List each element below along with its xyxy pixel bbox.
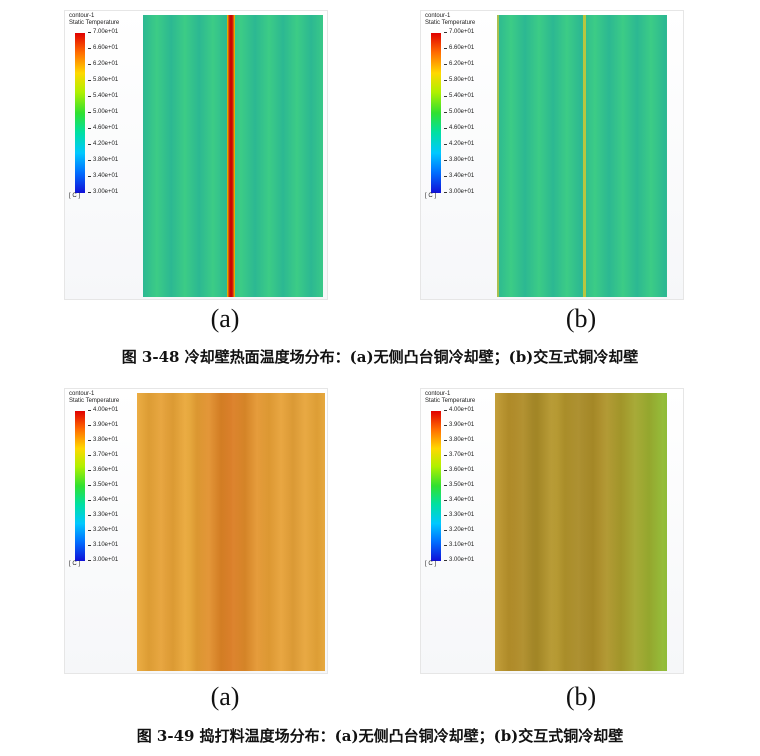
fig48-label-b: (b)	[565, 304, 597, 333]
colorbar-tick-label: 4.00e+01	[87, 407, 119, 413]
temperature-field	[143, 15, 323, 297]
legend-title: contour-1	[69, 391, 95, 397]
colorbar-tick-label: 3.60e+01	[87, 467, 119, 473]
stripe-overlay	[495, 393, 667, 671]
legend-title: contour-1	[425, 391, 451, 397]
colorbar-tick-label: 3.10e+01	[443, 542, 475, 548]
fig49-label-a: (a)	[210, 682, 240, 711]
colorbar-tick-label: 3.00e+01	[443, 557, 475, 563]
colorbar-legend: contour-1 Static Temperature	[69, 13, 119, 27]
colorbar-tick-label: 7.00e+01	[87, 29, 119, 35]
unit-label: [ C ]	[69, 193, 81, 199]
colorbar-tick-label: 6.60e+01	[443, 45, 475, 51]
colorbar-tick-label: 3.70e+01	[443, 452, 475, 458]
temperature-field	[137, 393, 325, 671]
fig49-caption: 图 3-49 捣打料温度场分布：(a)无侧凸台铜冷却壁；(b)交互式铜冷却壁	[136, 727, 624, 745]
fig48-panel-b: contour-1 Static Temperature 7.00e+01 6.6…	[420, 10, 684, 300]
colorbar-tick-label: 4.20e+01	[87, 141, 119, 147]
colorbar-tick-label: 3.40e+01	[443, 497, 475, 503]
colorbar-tick-label: 3.60e+01	[443, 467, 475, 473]
fig48-label-a: (a)	[210, 304, 240, 333]
colorbar-tick-label: 4.60e+01	[87, 125, 119, 131]
unit-label: [ C ]	[425, 561, 437, 567]
colorbar-tick-label: 4.20e+01	[443, 141, 475, 147]
edge-line-left	[497, 15, 499, 297]
legend-title: contour-1	[425, 13, 451, 19]
unit-label: [ C ]	[69, 561, 81, 567]
colorbar-tick-label: 5.00e+01	[87, 109, 119, 115]
colorbar-tick-label: 3.90e+01	[87, 422, 119, 428]
colorbar-tick-label: 6.20e+01	[443, 61, 475, 67]
colorbar-legend: contour-1 Static Temperature	[425, 13, 475, 27]
colorbar-tick-label: 3.20e+01	[443, 527, 475, 533]
colorbar-tick-label: 5.00e+01	[443, 109, 475, 115]
legend-title: contour-1	[69, 13, 95, 19]
colorbar-tick-label: 3.40e+01	[87, 497, 119, 503]
temperature-field	[495, 393, 667, 671]
colorbar-tick-label: 3.20e+01	[87, 527, 119, 533]
colorbar-tick-label: 3.80e+01	[443, 437, 475, 443]
colorbar-tick-label: 3.80e+01	[87, 157, 119, 163]
colorbar-tick-label: 3.30e+01	[87, 512, 119, 518]
colorbar-tick-label: 3.00e+01	[87, 557, 119, 563]
colorbar-tick-label: 6.60e+01	[87, 45, 119, 51]
colorbar-tick-label: 5.40e+01	[443, 93, 475, 99]
colorbar-tick-label: 5.80e+01	[443, 77, 475, 83]
colorbar-tick-label: 3.10e+01	[87, 542, 119, 548]
fig49-label-b: (b)	[565, 682, 597, 711]
hot-line	[227, 15, 235, 297]
colorbar-tick-label: 6.20e+01	[87, 61, 119, 67]
legend-subtitle: Static Temperature	[69, 398, 120, 404]
colorbar-tick-label: 3.70e+01	[87, 452, 119, 458]
unit-label: [ C ]	[425, 193, 437, 199]
legend-subtitle: Static Temperature	[69, 20, 120, 26]
colorbar	[431, 33, 441, 193]
fig49-panel-b: contour-1 Static Temperature 4.00e+01 3.9…	[420, 388, 684, 674]
colorbar-tick-label: 3.50e+01	[87, 482, 119, 488]
colorbar-tick-label: 3.40e+01	[87, 173, 119, 179]
colorbar-legend: contour-1 Static Temperature	[69, 391, 119, 405]
colorbar-tick-label: 3.80e+01	[87, 437, 119, 443]
fig48-caption: 图 3-48 冷却壁热面温度场分布：(a)无侧凸台铜冷却壁；(b)交互式铜冷却壁	[121, 348, 639, 366]
temperature-field	[497, 15, 667, 297]
colorbar	[75, 33, 85, 193]
colorbar-tick-label: 3.90e+01	[443, 422, 475, 428]
colorbar-tick-label: 3.00e+01	[87, 189, 119, 195]
colorbar-tick-label: 3.50e+01	[443, 482, 475, 488]
legend-subtitle: Static Temperature	[425, 398, 476, 404]
colorbar	[75, 411, 85, 561]
colorbar-tick-label: 7.00e+01	[443, 29, 475, 35]
colorbar-tick-label: 4.00e+01	[443, 407, 475, 413]
legend-subtitle: Static Temperature	[425, 20, 476, 26]
colorbar-tick-label: 5.80e+01	[87, 77, 119, 83]
colorbar-tick-label: 3.80e+01	[443, 157, 475, 163]
colorbar-tick-label: 3.00e+01	[443, 189, 475, 195]
colorbar	[431, 411, 441, 561]
colorbar-tick-label: 4.60e+01	[443, 125, 475, 131]
fig48-panel-a: contour-1 Static Temperature 7.00e+01 6.6…	[64, 10, 328, 300]
stripe-overlay	[137, 393, 325, 671]
colorbar-legend: contour-1 Static Temperature	[425, 391, 475, 405]
colorbar-tick-label: 5.40e+01	[87, 93, 119, 99]
seam-line	[583, 15, 586, 297]
fig49-panel-a: contour-1 Static Temperature 4.00e+01 3.9…	[64, 388, 328, 674]
colorbar-tick-label: 3.40e+01	[443, 173, 475, 179]
colorbar-tick-label: 3.30e+01	[443, 512, 475, 518]
